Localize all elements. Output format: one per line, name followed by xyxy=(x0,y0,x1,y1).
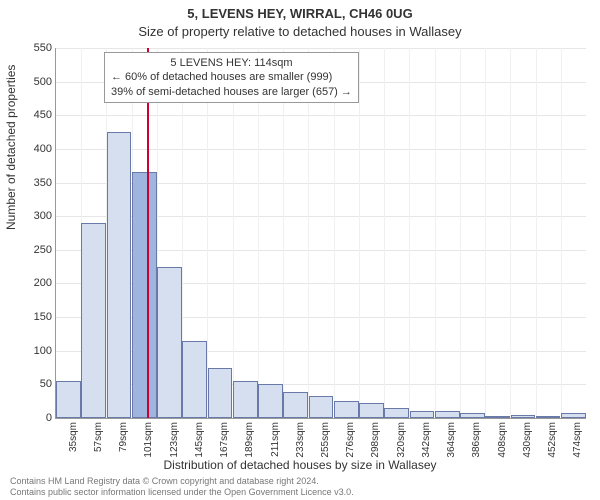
histogram-bar xyxy=(384,408,409,418)
y-tick-label: 0 xyxy=(12,412,52,424)
histogram-bar xyxy=(410,411,435,418)
histogram-bar xyxy=(536,416,561,418)
gridline xyxy=(308,48,309,418)
gridline xyxy=(258,48,259,418)
histogram-bar xyxy=(485,416,510,418)
y-tick-label: 150 xyxy=(12,311,52,323)
gridline xyxy=(384,48,385,418)
x-tick-label: 255sqm xyxy=(320,422,331,470)
histogram-bar xyxy=(511,415,536,418)
histogram-bar xyxy=(81,223,106,418)
histogram-bar xyxy=(182,341,207,418)
gridline xyxy=(334,48,335,418)
x-tick-label: 167sqm xyxy=(219,422,230,470)
y-tick-label: 200 xyxy=(12,277,52,289)
annotation-line: ← 60% of detached houses are smaller (99… xyxy=(111,70,352,84)
histogram-bar xyxy=(561,413,586,418)
histogram-bar xyxy=(208,368,233,418)
x-tick-label: 101sqm xyxy=(143,422,154,470)
x-tick-label: 452sqm xyxy=(547,422,558,470)
attribution-line-1: Contains HM Land Registry data © Crown c… xyxy=(10,476,354,487)
x-tick-label: 320sqm xyxy=(396,422,407,470)
y-tick-label: 550 xyxy=(12,42,52,54)
gridline xyxy=(435,48,436,418)
x-tick-label: 145sqm xyxy=(194,422,205,470)
histogram-bar xyxy=(107,132,132,418)
x-tick-label: 386sqm xyxy=(471,422,482,470)
x-tick-label: 123sqm xyxy=(169,422,180,470)
histogram-bar xyxy=(258,384,283,418)
x-tick-label: 342sqm xyxy=(421,422,432,470)
annotation-box: 5 LEVENS HEY: 114sqm← 60% of detached ho… xyxy=(104,52,359,103)
annotation-line: 39% of semi-detached houses are larger (… xyxy=(111,85,352,99)
gridline xyxy=(485,48,486,418)
histogram-bar xyxy=(334,401,359,418)
y-tick-label: 300 xyxy=(12,210,52,222)
histogram-bar xyxy=(233,381,258,418)
histogram-bar xyxy=(283,392,308,418)
gridline xyxy=(359,48,360,418)
y-tick-label: 400 xyxy=(12,143,52,155)
gridline xyxy=(207,48,208,418)
x-tick-label: 233sqm xyxy=(295,422,306,470)
y-tick-label: 50 xyxy=(12,378,52,390)
x-tick-label: 474sqm xyxy=(572,422,583,470)
gridline xyxy=(536,48,537,418)
x-tick-label: 298sqm xyxy=(370,422,381,470)
property-size-chart: 5, LEVENS HEY, WIRRAL, CH46 0UG Size of … xyxy=(0,0,600,500)
x-tick-label: 276sqm xyxy=(345,422,356,470)
gridline xyxy=(561,48,562,418)
x-tick-label: 364sqm xyxy=(446,422,457,470)
histogram-bar xyxy=(460,413,485,418)
y-tick-label: 350 xyxy=(12,177,52,189)
y-tick-label: 500 xyxy=(12,76,52,88)
y-tick-label: 250 xyxy=(12,244,52,256)
gridline xyxy=(56,149,586,150)
chart-title-sub: Size of property relative to detached ho… xyxy=(0,24,600,39)
x-tick-label: 211sqm xyxy=(270,422,281,470)
histogram-bar xyxy=(157,267,182,418)
histogram-bar xyxy=(309,396,334,418)
histogram-bar xyxy=(435,411,460,418)
chart-title-main: 5, LEVENS HEY, WIRRAL, CH46 0UG xyxy=(0,6,600,21)
gridline xyxy=(56,115,586,116)
x-tick-label: 430sqm xyxy=(522,422,533,470)
gridline xyxy=(460,48,461,418)
x-tick-label: 57sqm xyxy=(93,422,104,470)
gridline xyxy=(283,48,284,418)
plot-area: 5 LEVENS HEY: 114sqm← 60% of detached ho… xyxy=(55,48,586,419)
histogram-bar xyxy=(132,172,157,418)
gridline xyxy=(56,48,586,49)
histogram-bar xyxy=(56,381,81,418)
x-tick-label: 79sqm xyxy=(118,422,129,470)
y-tick-label: 100 xyxy=(12,345,52,357)
annotation-line: 5 LEVENS HEY: 114sqm xyxy=(111,56,352,70)
attribution: Contains HM Land Registry data © Crown c… xyxy=(10,476,354,498)
gridline xyxy=(409,48,410,418)
histogram-bar xyxy=(359,403,384,418)
marker-line xyxy=(147,48,149,418)
attribution-line-2: Contains public sector information licen… xyxy=(10,487,354,498)
gridline xyxy=(233,48,234,418)
gridline xyxy=(510,48,511,418)
x-tick-label: 35sqm xyxy=(68,422,79,470)
x-tick-label: 408sqm xyxy=(497,422,508,470)
y-tick-label: 450 xyxy=(12,109,52,121)
x-tick-label: 189sqm xyxy=(244,422,255,470)
